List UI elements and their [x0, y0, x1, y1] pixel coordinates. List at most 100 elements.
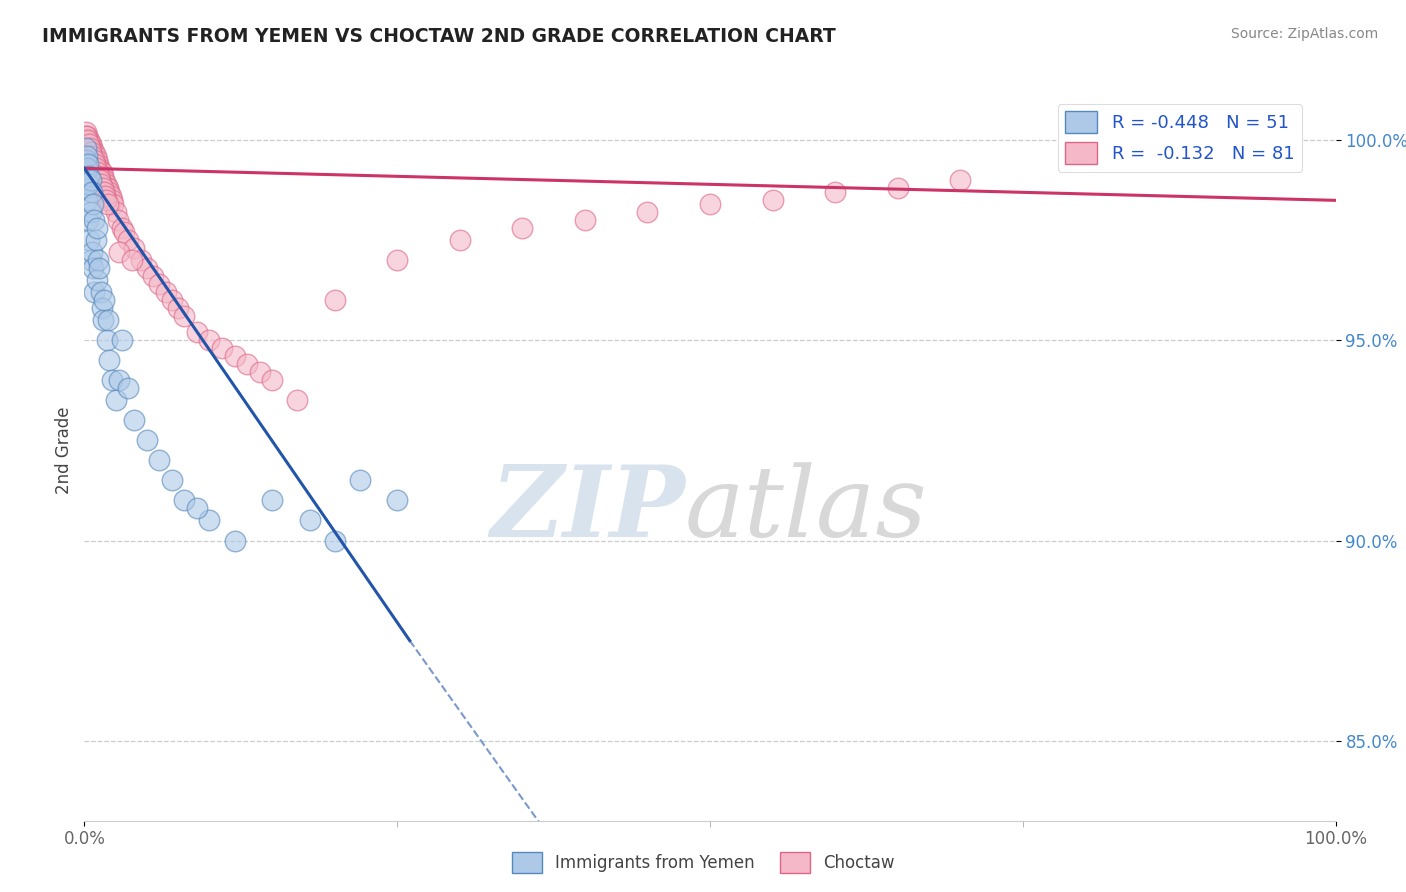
Point [285, 393, 308, 408]
Point [108, 373, 131, 387]
Point [82, 197, 104, 211]
Point [236, 358, 259, 372]
Point [89, 173, 111, 187]
Point [84, 149, 107, 163]
Point [385, 253, 409, 268]
Point [97, 181, 120, 195]
Point [198, 514, 221, 528]
Point [86, 153, 108, 168]
Point [82, 261, 104, 276]
Point [762, 194, 785, 208]
Point [79, 137, 101, 152]
Point [75, 129, 97, 144]
Point [637, 205, 659, 219]
Point [77, 133, 100, 147]
Point [96, 334, 118, 348]
Point [79, 173, 101, 187]
Point [87, 169, 110, 184]
Point [86, 161, 108, 176]
Point [76, 129, 98, 144]
Point [96, 197, 118, 211]
Point [77, 178, 100, 192]
Point [93, 186, 115, 200]
Point [107, 213, 129, 227]
Point [160, 293, 183, 308]
Point [323, 293, 346, 308]
Point [512, 221, 534, 235]
Point [80, 186, 103, 200]
Point [83, 153, 105, 168]
Point [84, 157, 107, 171]
Point [93, 293, 115, 308]
Text: IMMIGRANTS FROM YEMEN VS CHOCTAW 2ND GRADE CORRELATION CHART: IMMIGRANTS FROM YEMEN VS CHOCTAW 2ND GRA… [42, 27, 837, 45]
Point [949, 173, 972, 187]
Point [101, 373, 124, 387]
Point [117, 381, 139, 395]
Point [75, 153, 97, 168]
Point [1199, 153, 1222, 168]
Point [104, 205, 127, 219]
Point [91, 169, 114, 184]
Point [262, 373, 284, 387]
Point [574, 213, 596, 227]
Point [298, 514, 321, 528]
Point [77, 137, 100, 152]
Point [173, 310, 195, 324]
Point [101, 194, 124, 208]
Point [96, 194, 118, 208]
Point [198, 334, 221, 348]
Point [97, 313, 120, 327]
Point [98, 186, 121, 200]
Point [699, 197, 721, 211]
Point [262, 493, 284, 508]
Legend: R = -0.448   N = 51, R =  -0.132   N = 81: R = -0.448 N = 51, R = -0.132 N = 81 [1057, 104, 1302, 171]
Point [211, 342, 233, 356]
Point [93, 173, 115, 187]
Point [824, 186, 846, 200]
Point [83, 213, 105, 227]
Point [89, 161, 111, 176]
Point [111, 334, 134, 348]
Point [167, 301, 190, 316]
Point [75, 125, 97, 139]
Point [79, 133, 101, 147]
Point [77, 213, 100, 227]
Point [148, 277, 170, 292]
Point [83, 285, 105, 300]
Point [86, 165, 108, 179]
Point [76, 133, 98, 147]
Point [124, 241, 146, 255]
Legend: Immigrants from Yemen, Choctaw: Immigrants from Yemen, Choctaw [505, 846, 901, 880]
Point [142, 269, 165, 284]
Point [80, 145, 103, 160]
Point [80, 245, 103, 260]
Point [82, 149, 104, 163]
Point [94, 189, 117, 203]
Point [79, 205, 101, 219]
Point [75, 181, 97, 195]
Text: Source: ZipAtlas.com: Source: ZipAtlas.com [1230, 27, 1378, 41]
Point [155, 285, 177, 300]
Point [124, 413, 146, 427]
Y-axis label: 2nd Grade: 2nd Grade [55, 407, 73, 494]
Point [86, 221, 108, 235]
Point [136, 261, 159, 276]
Point [186, 326, 208, 340]
Point [87, 157, 110, 171]
Point [90, 165, 112, 179]
Point [449, 233, 471, 247]
Point [249, 366, 271, 380]
Point [79, 233, 101, 247]
Point [90, 285, 112, 300]
Point [79, 253, 101, 268]
Point [83, 145, 105, 160]
Point [323, 533, 346, 548]
Point [136, 434, 159, 448]
Point [100, 189, 122, 203]
Point [186, 501, 208, 516]
Point [94, 178, 117, 192]
Point [108, 245, 131, 260]
Point [90, 165, 112, 179]
Point [82, 145, 104, 160]
Point [112, 225, 135, 239]
